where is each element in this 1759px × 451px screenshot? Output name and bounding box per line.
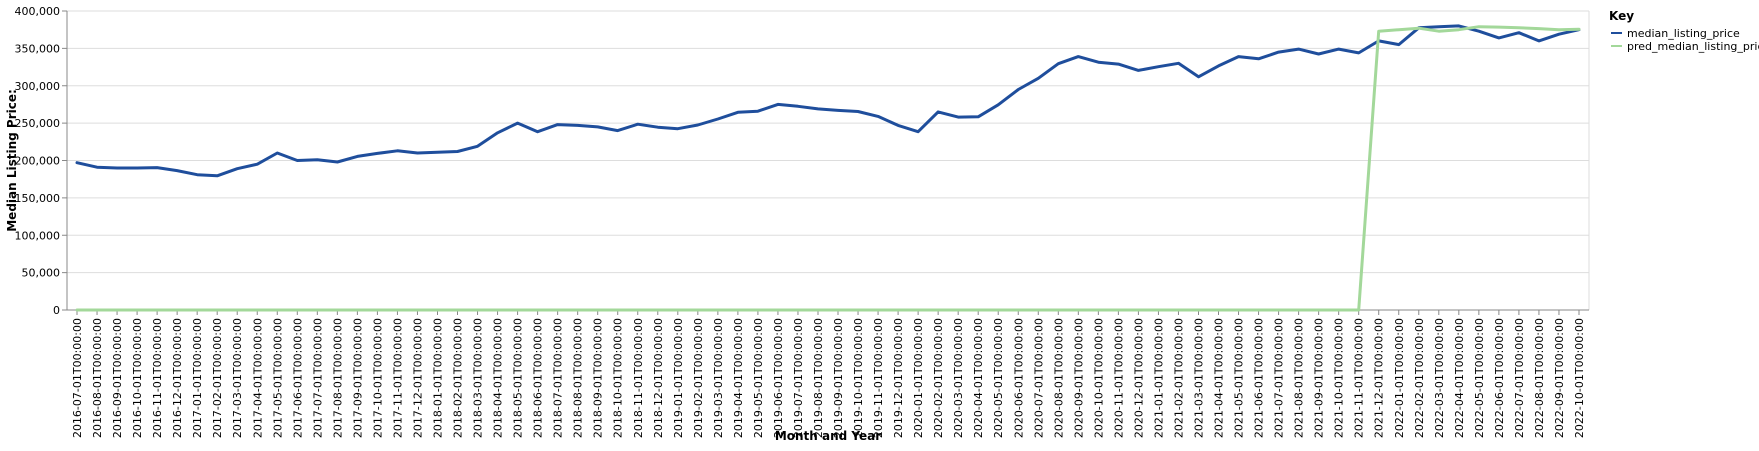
y-tick-label: 0	[53, 304, 60, 317]
x-tick-label: 2016-09-01T00:00:00	[111, 318, 124, 438]
y-tick-label: 300,000	[15, 80, 61, 93]
x-tick-label: 2018-04-01T00:00:00	[492, 318, 505, 438]
x-tick-label: 2020-04-01T00:00:00	[972, 318, 985, 438]
x-tick-label: 2021-06-01T00:00:00	[1253, 318, 1266, 438]
x-tick-label: 2020-05-01T00:00:00	[992, 318, 1005, 438]
x-tick-label: 2019-08-01T00:00:00	[812, 318, 825, 438]
x-tick-label: 2021-05-01T00:00:00	[1233, 318, 1246, 438]
x-tick-label: 2020-07-01T00:00:00	[1032, 318, 1045, 438]
x-tick-label: 2020-08-01T00:00:00	[1052, 318, 1065, 438]
x-tick-label: 2019-07-01T00:00:00	[792, 318, 805, 438]
x-tick-label: 2020-12-01T00:00:00	[1132, 318, 1145, 438]
x-tick-label: 2019-10-01T00:00:00	[852, 318, 865, 438]
y-tick-label: 400,000	[15, 5, 61, 18]
x-tick-label: 2021-07-01T00:00:00	[1273, 318, 1286, 438]
x-tick-label: 2020-09-01T00:00:00	[1072, 318, 1085, 438]
x-tick-label: 2021-11-01T00:00:00	[1353, 318, 1366, 438]
x-tick-label: 2020-10-01T00:00:00	[1092, 318, 1105, 438]
x-tick-label: 2017-03-01T00:00:00	[231, 318, 244, 438]
x-tick-label: 2021-09-01T00:00:00	[1313, 318, 1326, 438]
x-tick-label: 2019-06-01T00:00:00	[772, 318, 785, 438]
x-tick-label: 2019-09-01T00:00:00	[832, 318, 845, 438]
x-tick-label: 2017-02-01T00:00:00	[211, 318, 224, 438]
y-tick-label: 150,000	[15, 192, 61, 205]
legend-title: Key	[1609, 9, 1634, 23]
x-tick-label: 2018-05-01T00:00:00	[512, 318, 525, 438]
x-tick-label: 2019-12-01T00:00:00	[892, 318, 905, 438]
x-tick-label: 2019-05-01T00:00:00	[752, 318, 765, 438]
y-tick-label: 250,000	[15, 117, 61, 130]
legend-label: median_listing_price	[1627, 27, 1740, 40]
x-axis-title: Month and Year	[775, 429, 881, 443]
x-tick-label: 2021-03-01T00:00:00	[1192, 318, 1205, 438]
x-tick-label: 2018-03-01T00:00:00	[472, 318, 485, 438]
x-tick-label: 2017-04-01T00:00:00	[251, 318, 264, 438]
y-tick-label: 200,000	[15, 155, 61, 168]
x-tick-label: 2020-01-01T00:00:00	[912, 318, 925, 438]
x-tick-label: 2019-03-01T00:00:00	[712, 318, 725, 438]
x-tick-label: 2017-10-01T00:00:00	[371, 318, 384, 438]
x-tick-label: 2017-09-01T00:00:00	[351, 318, 364, 438]
series-lines	[75, 24, 1581, 312]
y-tick-label: 50,000	[22, 267, 61, 280]
x-tick-label: 2018-11-01T00:00:00	[632, 318, 645, 438]
x-tick-label: 2018-12-01T00:00:00	[652, 318, 665, 438]
x-tick-label: 2022-06-01T00:00:00	[1493, 318, 1506, 438]
x-tick-label: 2017-06-01T00:00:00	[291, 318, 304, 438]
x-tick-label: 2021-08-01T00:00:00	[1293, 318, 1306, 438]
x-tick-label: 2019-11-01T00:00:00	[872, 318, 885, 438]
x-tick-label: 2018-08-01T00:00:00	[572, 318, 585, 438]
x-tick-label: 2019-01-01T00:00:00	[672, 318, 685, 438]
series-line-median-listing-price	[75, 24, 1581, 178]
x-tick-label: 2022-01-01T00:00:00	[1393, 318, 1406, 438]
x-tick-label: 2022-07-01T00:00:00	[1513, 318, 1526, 438]
x-tick-label: 2020-06-01T00:00:00	[1012, 318, 1025, 438]
x-tick-label: 2020-02-01T00:00:00	[932, 318, 945, 438]
x-tick-label: 2022-05-01T00:00:00	[1473, 318, 1486, 438]
y-axis-title: Median Listing Price:	[5, 89, 19, 232]
x-tick-label: 2022-08-01T00:00:00	[1533, 318, 1546, 438]
x-tick-label: 2021-01-01T00:00:00	[1152, 318, 1165, 438]
series-line-pred-median-listing-price	[75, 25, 1581, 312]
x-tick-label: 2017-07-01T00:00:00	[311, 318, 324, 438]
y-tick-label: 100,000	[15, 229, 61, 242]
x-tick-label: 2021-02-01T00:00:00	[1172, 318, 1185, 438]
x-tick-label: 2022-02-01T00:00:00	[1413, 318, 1426, 438]
x-tick-label: 2017-01-01T00:00:00	[191, 318, 204, 438]
x-tick-label: 2016-10-01T00:00:00	[131, 318, 144, 438]
y-axis: 0 50,000 100,000 150,000 200,000 250,000 300,0…	[15, 5, 68, 317]
x-tick-label: 2020-03-01T00:00:00	[952, 318, 965, 438]
x-tick-label: 2018-06-01T00:00:00	[532, 318, 545, 438]
x-tick-label: 2022-09-01T00:00:00	[1553, 318, 1566, 438]
x-tick-label: 2020-11-01T00:00:00	[1112, 318, 1125, 438]
x-tick-label: 2021-12-01T00:00:00	[1373, 318, 1386, 438]
x-tick-label: 2018-10-01T00:00:00	[612, 318, 625, 438]
x-axis: 2016-07-01T00:00:00 2016-08-01T00:00:00 20…	[67, 309, 1589, 438]
x-tick-label: 2016-07-01T00:00:00	[71, 318, 84, 438]
x-tick-label: 2018-01-01T00:00:00	[431, 318, 444, 438]
x-tick-label: 2018-09-01T00:00:00	[592, 318, 605, 438]
x-tick-label: 2017-08-01T00:00:00	[331, 318, 344, 438]
x-tick-label: 2016-12-01T00:00:00	[171, 318, 184, 438]
x-tick-label: 2021-04-01T00:00:00	[1213, 318, 1226, 438]
x-tick-label: 2016-11-01T00:00:00	[151, 318, 164, 438]
legend-label: pred_median_listing_price	[1627, 40, 1759, 53]
x-tick-label: 2021-10-01T00:00:00	[1333, 318, 1346, 438]
x-tick-label: 2022-10-01T00:00:00	[1573, 318, 1586, 438]
x-tick-label: 2016-08-01T00:00:00	[91, 318, 104, 438]
legend: Key median_listing_pricepred_median_list…	[1609, 9, 1759, 53]
x-tick-label: 2018-02-01T00:00:00	[452, 318, 465, 438]
x-tick-label: 2022-03-01T00:00:00	[1433, 318, 1446, 438]
x-tick-label: 2019-04-01T00:00:00	[732, 318, 745, 438]
x-tick-label: 2019-02-01T00:00:00	[692, 318, 705, 438]
x-tick-label: 2018-07-01T00:00:00	[552, 318, 565, 438]
x-tick-label: 2022-04-01T00:00:00	[1453, 318, 1466, 438]
x-tick-label: 2017-05-01T00:00:00	[271, 318, 284, 438]
x-tick-label: 2017-11-01T00:00:00	[391, 318, 404, 438]
y-tick-label: 350,000	[15, 42, 61, 55]
x-tick-label: 2017-12-01T00:00:00	[411, 318, 424, 438]
